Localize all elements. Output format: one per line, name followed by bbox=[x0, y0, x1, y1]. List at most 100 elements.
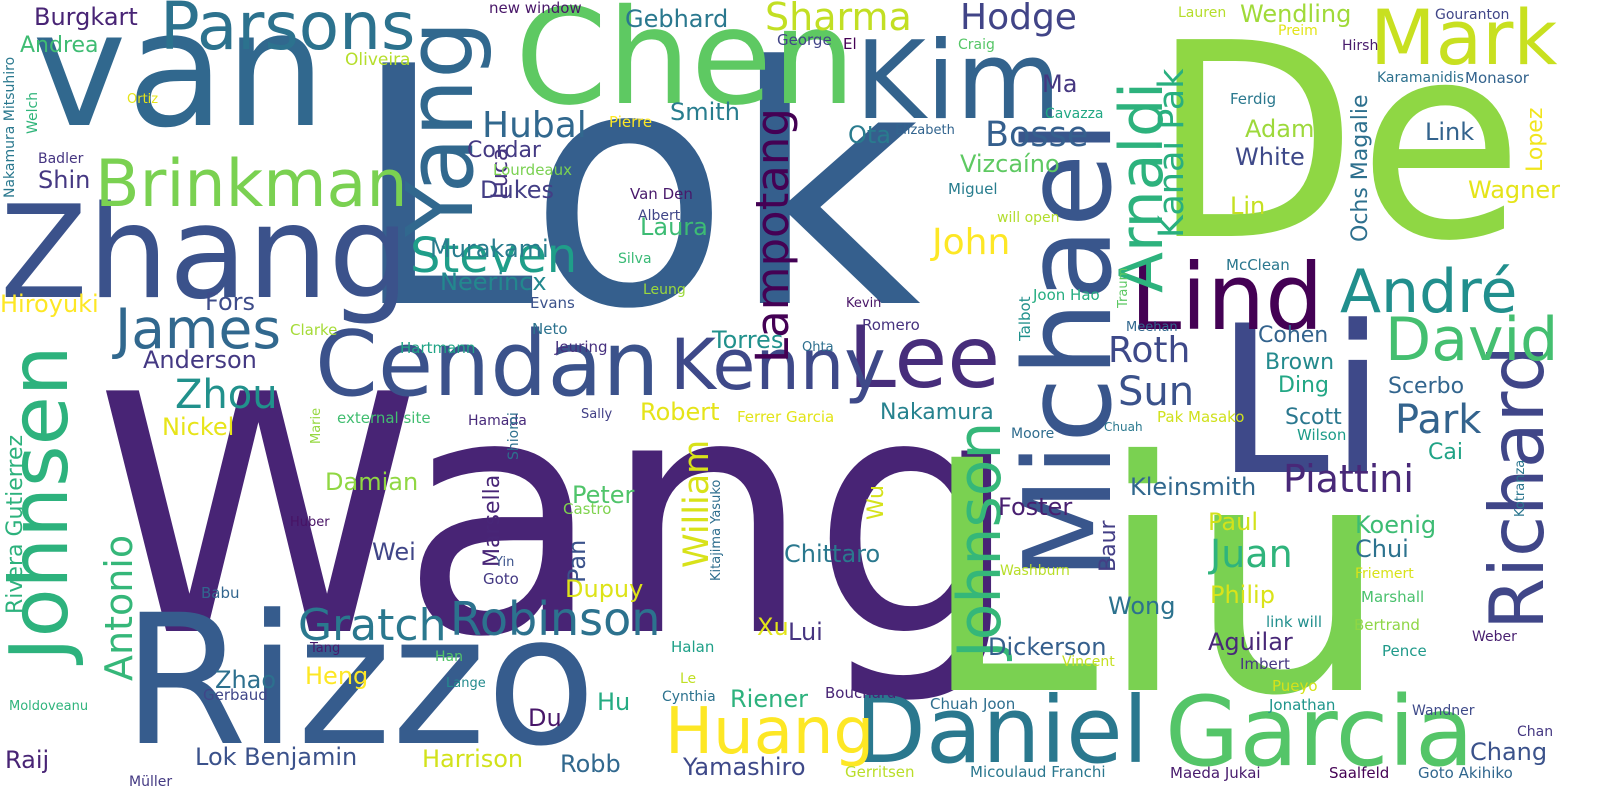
cloud-word-weber: Weber bbox=[1472, 629, 1517, 645]
cloud-word-bouchard: Bouchard bbox=[825, 684, 897, 702]
cloud-word-chui: Chui bbox=[1355, 535, 1409, 563]
cloud-word-sharma: Sharma bbox=[765, 0, 912, 39]
cloud-word-du: Du bbox=[528, 704, 562, 732]
cloud-word-bosse: Bosse bbox=[985, 115, 1089, 155]
cloud-word-robb: Robb bbox=[560, 750, 621, 778]
cloud-word-murakami: Murakami bbox=[430, 235, 549, 263]
cloud-word-brown: Brown bbox=[1265, 350, 1335, 375]
cloud-word-laura: Laura bbox=[640, 213, 708, 241]
cloud-word-le: Le bbox=[680, 671, 697, 687]
cloud-word-vincent: Vincent bbox=[1062, 654, 1115, 670]
cloud-word-kevin: Kevin bbox=[846, 296, 882, 311]
cloud-word-jonathan: Jonathan bbox=[1269, 696, 1336, 714]
cloud-word-goto-akihiko: Goto Akihiko bbox=[1418, 764, 1513, 782]
cloud-word-muller: Müller bbox=[129, 774, 173, 790]
cloud-word-lind: Lind bbox=[1130, 244, 1324, 351]
cloud-word-antonio: Antonio bbox=[97, 534, 141, 681]
cloud-word-jeuring: Jeuring bbox=[555, 338, 608, 356]
cloud-word-juan: Juan bbox=[1210, 532, 1293, 576]
cloud-word-preim: Preim bbox=[1278, 23, 1318, 39]
cloud-word-new-window: new window bbox=[489, 0, 582, 17]
cloud-word-joon-hao: Joon Hao bbox=[1033, 286, 1100, 304]
cloud-word-lok-benjamin: Lok Benjamin bbox=[195, 743, 358, 771]
cloud-word-welch: Welch bbox=[25, 91, 41, 134]
cloud-word-chang: Chang bbox=[1470, 738, 1548, 766]
cloud-word-elizabeth: Elizabeth bbox=[895, 123, 955, 138]
cloud-word-ochs-magalie: Ochs Magalie bbox=[1348, 94, 1373, 242]
cloud-word-ferdig: Ferdig bbox=[1230, 90, 1277, 108]
cloud-word-monasor: Monasor bbox=[1465, 69, 1529, 87]
cloud-word-moldoveanu: Moldoveanu bbox=[9, 699, 89, 714]
cloud-word-romero: Romero bbox=[862, 316, 920, 334]
cloud-word-piattini: Piattini bbox=[1283, 457, 1414, 501]
cloud-word-torres: Torres bbox=[712, 326, 784, 354]
cloud-word-van-den: Van Den bbox=[630, 185, 693, 203]
cloud-word-steven: Steven bbox=[410, 228, 578, 284]
cloud-word-kim: Kim bbox=[855, 19, 1062, 144]
cloud-word-miguel: Miguel bbox=[948, 180, 998, 198]
cloud-word-wagner: Wagner bbox=[1468, 176, 1560, 204]
cloud-word-zhao: Zhao bbox=[215, 666, 277, 694]
cloud-word-moore: Moore bbox=[1011, 426, 1055, 442]
cloud-word-white: White bbox=[1235, 143, 1305, 171]
cloud-word-cendan: Cendan bbox=[315, 312, 660, 417]
cloud-word-oliveira: Oliveira bbox=[345, 50, 411, 70]
cloud-word-talbot: Talbot bbox=[1016, 296, 1034, 341]
cloud-word-chuah-joon: Chuah Joon bbox=[930, 695, 1016, 713]
cloud-word-clarke: Clarke bbox=[290, 321, 338, 339]
cloud-word-ota: Ota bbox=[848, 121, 892, 149]
cloud-word-shin: Shin bbox=[38, 166, 91, 194]
cloud-word-chen: Chen bbox=[515, 0, 856, 135]
cloud-word-aguilar: Aguilar bbox=[1208, 628, 1293, 656]
cloud-word-daniel: Daniel bbox=[855, 677, 1149, 784]
cloud-word-craig: Craig bbox=[958, 37, 995, 53]
cloud-word-nakamura: Nakamura bbox=[880, 400, 994, 425]
cloud-word-gratch: Gratch bbox=[298, 600, 447, 651]
cloud-word-ma: Ma bbox=[1042, 70, 1078, 98]
cloud-word-gouranton: Gouranton bbox=[1435, 7, 1510, 23]
cloud-word-ohta: Ohta bbox=[802, 340, 834, 355]
cloud-word-link: Link bbox=[1425, 118, 1475, 146]
cloud-word-babu: Babu bbox=[201, 584, 240, 602]
cloud-word-brinkman: Brinkman bbox=[95, 147, 408, 222]
cloud-word-riener: Riener bbox=[730, 685, 808, 713]
cloud-word-wandner: Wandner bbox=[1412, 703, 1475, 719]
cloud-word-xu: Xu bbox=[757, 613, 789, 641]
cloud-word-pence: Pence bbox=[1382, 642, 1427, 660]
cloud-word-scerbo: Scerbo bbox=[1388, 374, 1465, 399]
cloud-word-kotranza: Kotranza bbox=[1513, 459, 1528, 517]
cloud-word-pierre: Pierre bbox=[609, 113, 653, 131]
cloud-word-silva: Silva bbox=[618, 251, 652, 267]
cloud-word-cordar: Cordar bbox=[467, 138, 541, 163]
cloud-word-neto: Neto bbox=[532, 320, 568, 338]
cloud-word-ding: Ding bbox=[1278, 373, 1329, 398]
cloud-word-wendling: Wendling bbox=[1240, 0, 1352, 28]
cloud-word-zhou: Zhou bbox=[175, 372, 278, 418]
cloud-word-nickel: Nickel bbox=[162, 413, 235, 441]
cloud-word-vizcaino: Vizcaíno bbox=[960, 150, 1060, 178]
cloud-word-lampotang: Lampotang bbox=[746, 108, 799, 363]
cloud-word-cai: Cai bbox=[1428, 440, 1463, 465]
cloud-word-park: Park bbox=[1395, 397, 1482, 443]
cloud-word-ortiz: Ortiz bbox=[127, 92, 159, 107]
cloud-word-van: van bbox=[32, 0, 327, 163]
cloud-word-huber: Huber bbox=[290, 515, 330, 530]
cloud-word-ferrer-garcia: Ferrer Garcia bbox=[737, 408, 835, 426]
cloud-word-harrison: Harrison bbox=[422, 745, 524, 773]
cloud-word-shiomi: Shiomi bbox=[506, 412, 522, 460]
cloud-word-lin: Lin bbox=[1230, 192, 1266, 220]
cloud-word-will-open: will open bbox=[997, 210, 1060, 226]
cloud-word-lauren: Lauren bbox=[1178, 5, 1227, 21]
cloud-word-cohen: Cohen bbox=[1258, 323, 1329, 348]
cloud-word-maeda-jukai: Maeda Jukai bbox=[1170, 764, 1261, 782]
cloud-word-gerritsen: Gerritsen bbox=[845, 763, 915, 781]
cloud-word-johnson: Johnson bbox=[945, 421, 1015, 658]
cloud-word-adam: Adam bbox=[1245, 115, 1315, 143]
cloud-word-peter: Peter bbox=[572, 481, 635, 509]
cloud-word-li: Li bbox=[1215, 283, 1387, 521]
cloud-word-evans: Evans bbox=[530, 294, 575, 312]
cloud-word-saalfeld: Saalfeld bbox=[1329, 764, 1390, 782]
cloud-word-dupuy: Dupuy bbox=[565, 575, 644, 603]
cloud-word-link-will: link will bbox=[1266, 613, 1323, 631]
cloud-word-lopez: Lopez bbox=[1523, 107, 1548, 172]
